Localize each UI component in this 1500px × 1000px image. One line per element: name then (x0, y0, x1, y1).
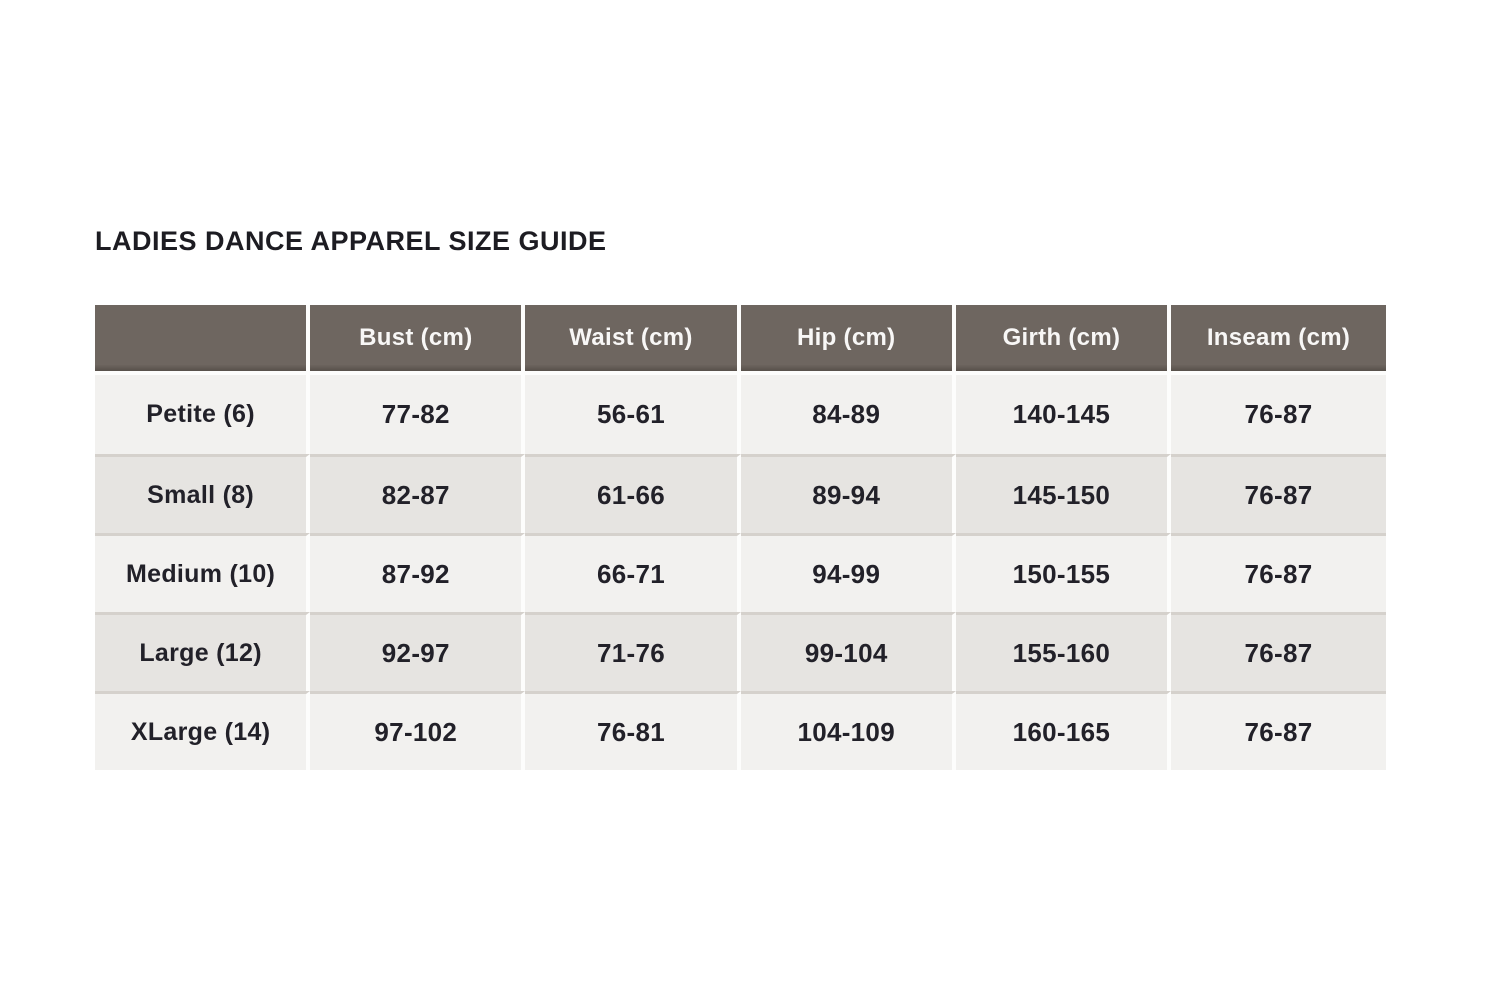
size-cell-hip: 84-89 (740, 375, 956, 454)
size-cell-inseam: 76-87 (1171, 533, 1386, 612)
size-cell-hip: 99-104 (740, 612, 956, 691)
size-cell-girth: 145-150 (955, 454, 1172, 533)
table-row-medium: Medium (10) 87-92 66-71 94-99 150-155 76… (95, 533, 1386, 612)
column-header-waist: Waist (cm) (525, 305, 741, 375)
row-label: Small (8) (95, 454, 311, 533)
size-cell-waist: 56-61 (525, 375, 741, 454)
size-cell-inseam: 76-87 (1171, 454, 1386, 533)
size-cell-waist: 66-71 (525, 533, 741, 612)
size-cell-bust: 87-92 (310, 533, 526, 612)
table-header-row: Bust (cm) Waist (cm) Hip (cm) Girth (cm)… (95, 305, 1386, 375)
size-cell-inseam: 76-87 (1171, 691, 1386, 770)
column-header-hip: Hip (cm) (740, 305, 956, 375)
table-row-small: Small (8) 82-87 61-66 89-94 145-150 76-8… (95, 454, 1386, 533)
table-row-xlarge: XLarge (14) 97-102 76-81 104-109 160-165… (95, 691, 1386, 770)
row-label: Petite (6) (95, 375, 311, 454)
size-cell-bust: 97-102 (310, 691, 526, 770)
page-title: LADIES DANCE APPAREL SIZE GUIDE (95, 226, 607, 257)
column-header-bust: Bust (cm) (310, 305, 526, 375)
size-cell-bust: 82-87 (310, 454, 526, 533)
size-cell-waist: 71-76 (525, 612, 741, 691)
size-cell-girth: 150-155 (955, 533, 1172, 612)
column-header-inseam: Inseam (cm) (1171, 305, 1386, 375)
row-label: XLarge (14) (95, 691, 311, 770)
size-cell-inseam: 76-87 (1171, 612, 1386, 691)
table-row-petite: Petite (6) 77-82 56-61 84-89 140-145 76-… (95, 375, 1386, 454)
size-cell-inseam: 76-87 (1171, 375, 1386, 454)
size-cell-hip: 89-94 (740, 454, 956, 533)
table-row-large: Large (12) 92-97 71-76 99-104 155-160 76… (95, 612, 1386, 691)
size-cell-waist: 76-81 (525, 691, 741, 770)
row-label: Medium (10) (95, 533, 311, 612)
size-cell-bust: 92-97 (310, 612, 526, 691)
size-cell-hip: 94-99 (740, 533, 956, 612)
size-cell-girth: 155-160 (955, 612, 1172, 691)
size-cell-waist: 61-66 (525, 454, 741, 533)
row-label: Large (12) (95, 612, 311, 691)
size-cell-hip: 104-109 (740, 691, 956, 770)
column-header-girth: Girth (cm) (955, 305, 1172, 375)
size-cell-bust: 77-82 (310, 375, 526, 454)
size-cell-girth: 160-165 (955, 691, 1172, 770)
column-header-blank (95, 305, 311, 375)
size-cell-girth: 140-145 (955, 375, 1172, 454)
size-guide-table: Bust (cm) Waist (cm) Hip (cm) Girth (cm)… (95, 305, 1386, 770)
